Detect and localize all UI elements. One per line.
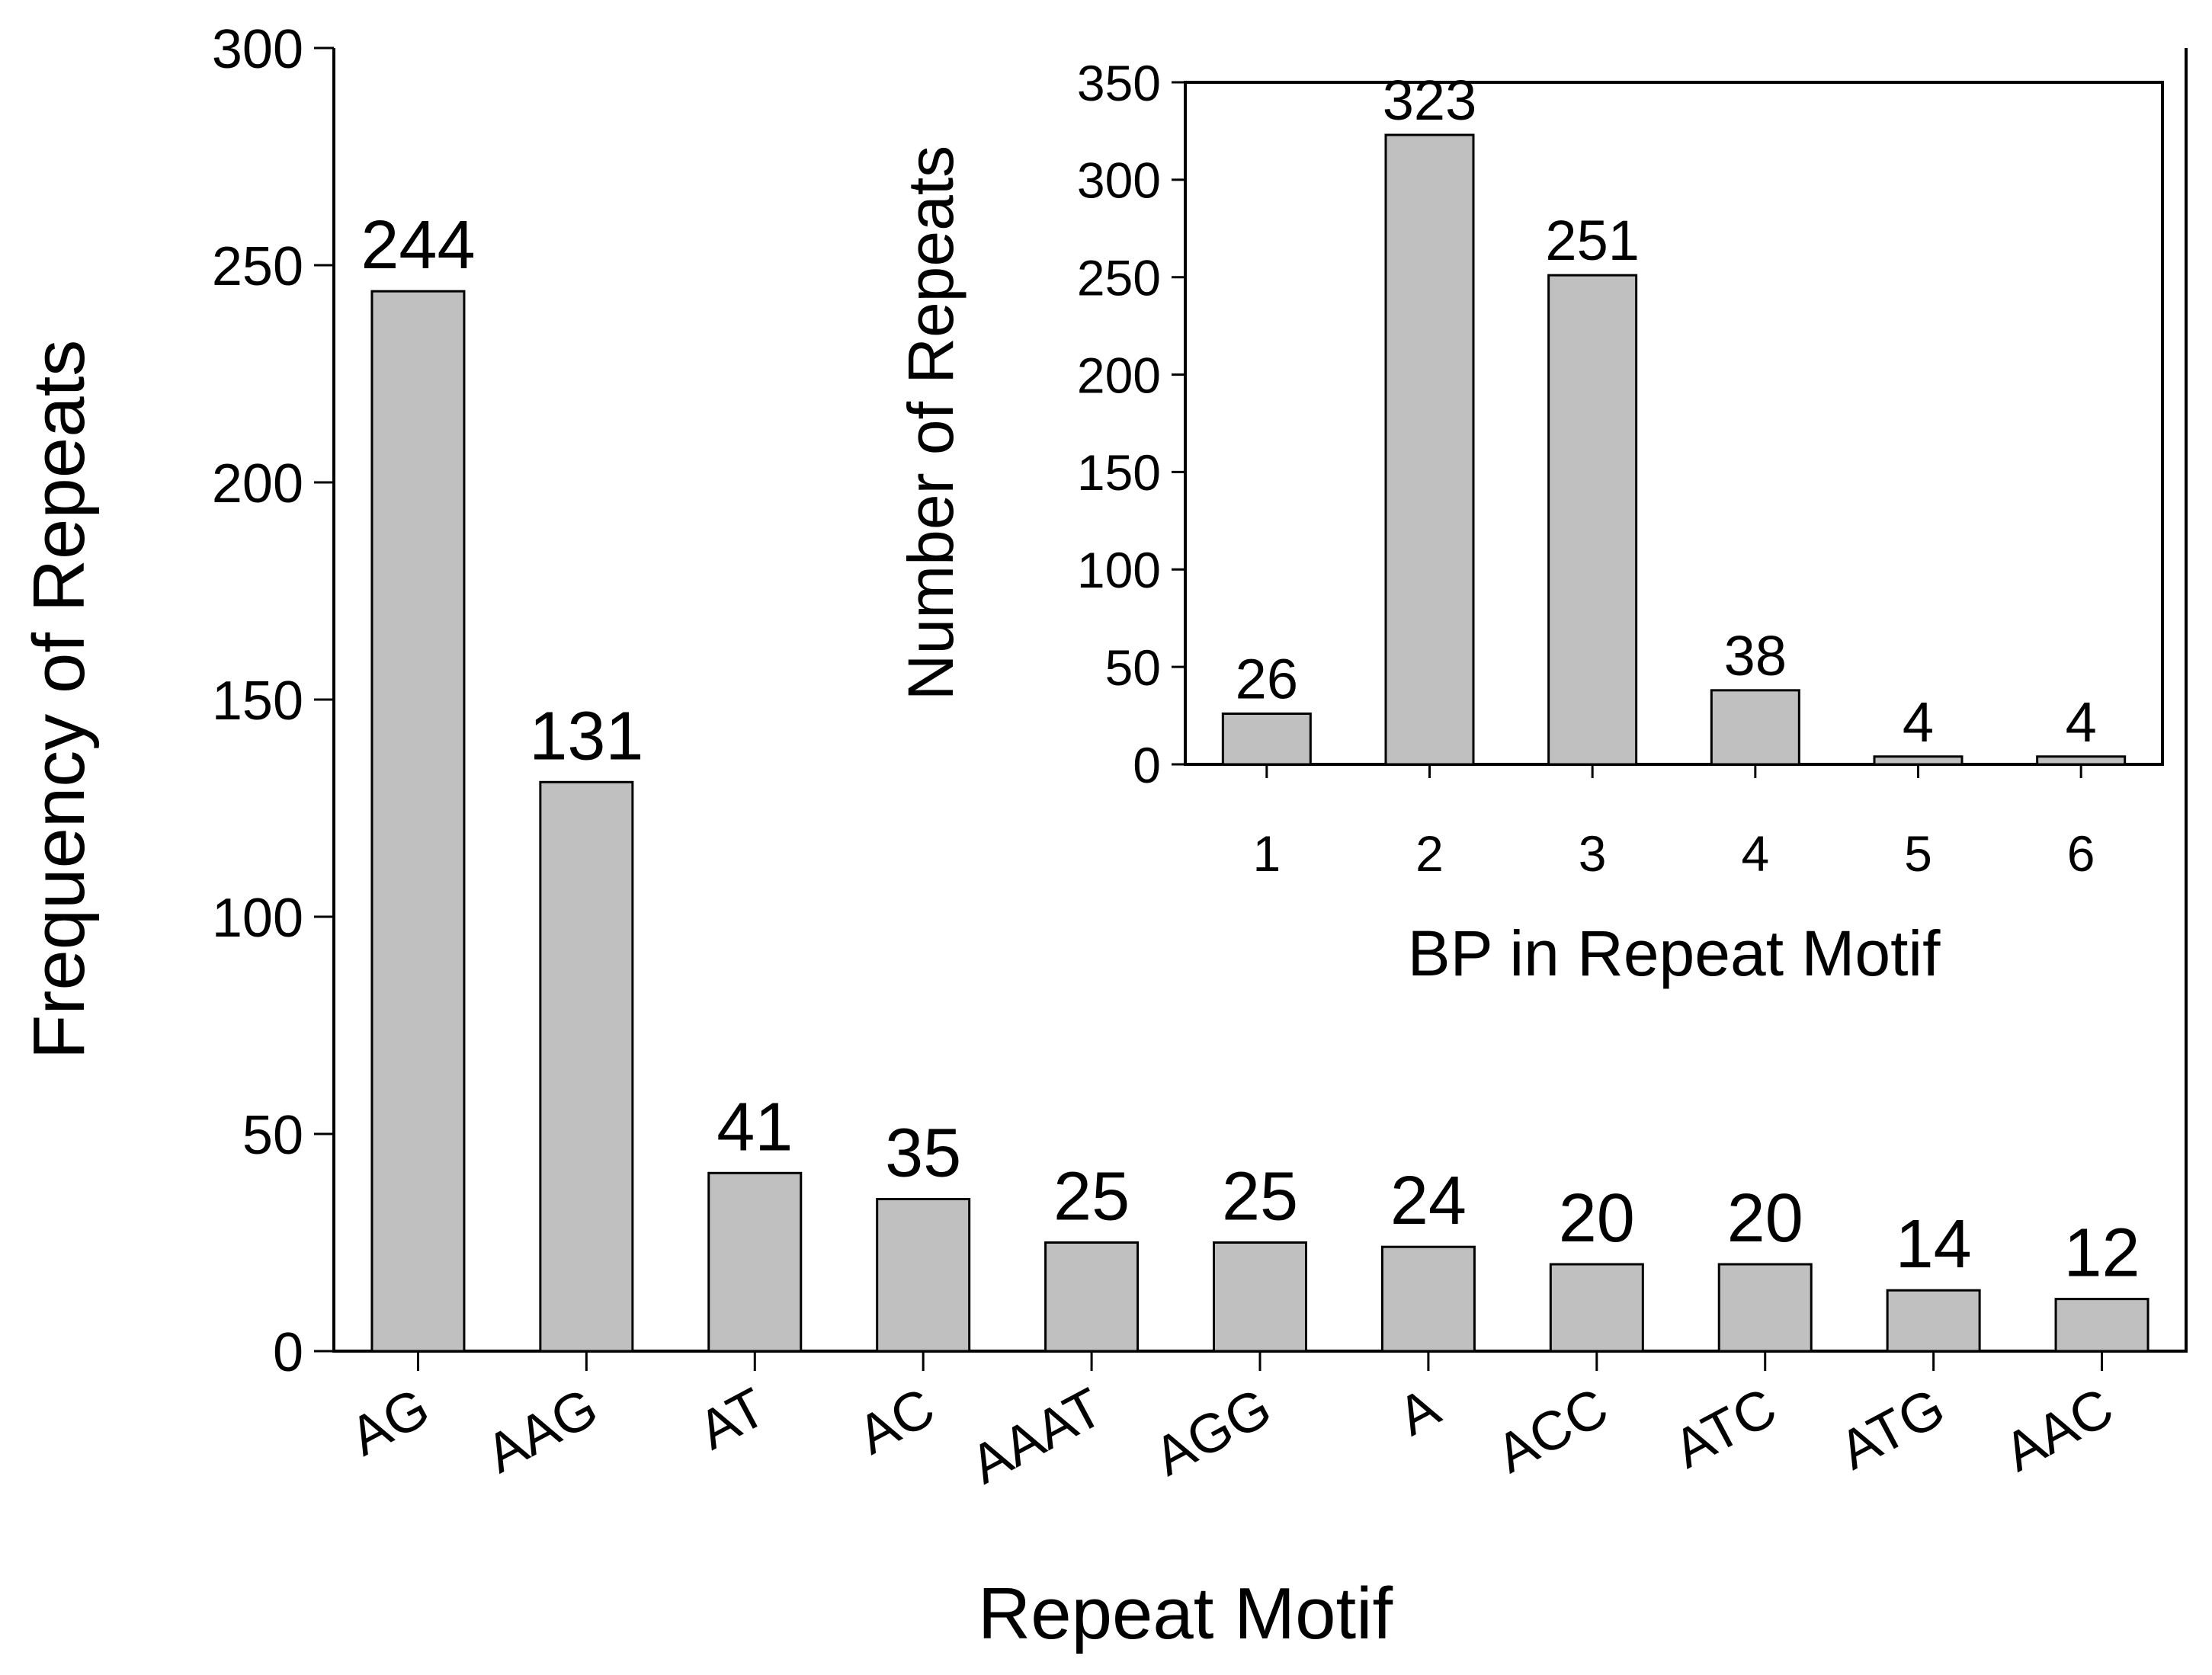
x-tick-label: ACC <box>1487 1376 1618 1484</box>
bar <box>1549 1263 1644 1353</box>
bar <box>1221 713 1312 766</box>
y-tick-label: 250 <box>212 236 303 297</box>
bar-value-label: 12 <box>2063 1215 2140 1292</box>
bar <box>1717 1263 1813 1353</box>
x-tick-label: A <box>1388 1376 1449 1447</box>
bar <box>1873 755 1964 766</box>
x-tick-label: 2 <box>1415 825 1444 882</box>
x-tick-label: 5 <box>1904 825 1932 882</box>
y-tick-label: 250 <box>1077 249 1161 306</box>
y-tick-label: 100 <box>212 888 303 949</box>
bar-value-label: 38 <box>1724 624 1787 687</box>
bar <box>707 1171 803 1353</box>
bar <box>1044 1241 1140 1353</box>
y-tick-label: 300 <box>1077 152 1161 209</box>
x-tick-label: AC <box>848 1376 944 1466</box>
bar-value-label: 25 <box>1222 1159 1298 1235</box>
x-tick-label: 4 <box>1741 825 1769 882</box>
x-tick-label: AGG <box>1145 1376 1281 1488</box>
x-tick-label: AAG <box>476 1376 607 1484</box>
y-tick-label: 200 <box>212 453 303 514</box>
y-tick-label: 350 <box>1077 55 1161 111</box>
bar-value-label: 4 <box>2066 690 2097 754</box>
inset-chart: 0 50 100 150 200 250 300 350 26 1 323 2 251 3 38 4 4 5 4 6 B… <box>895 55 2164 989</box>
x-tick-label: AT <box>689 1376 776 1461</box>
bar-value-label: 24 <box>1390 1163 1467 1239</box>
bar-value-label: 20 <box>1559 1180 1635 1257</box>
x-tick-label: 6 <box>2067 825 2095 882</box>
y-tick-label: 150 <box>1077 444 1161 501</box>
bar-value-label: 131 <box>529 698 643 774</box>
bar <box>1213 1241 1307 1353</box>
x-tick-label: ATG <box>1830 1376 1955 1481</box>
y-tick-label: 50 <box>242 1105 303 1166</box>
bar-value-label: 251 <box>1545 209 1639 272</box>
inset-plot-frame <box>1184 81 2164 766</box>
bar <box>1384 133 1475 766</box>
bar-value-label: 41 <box>716 1089 793 1165</box>
x-axis-title: Repeat Motif <box>978 1573 1393 1654</box>
x-tick-label: 1 <box>1252 825 1281 882</box>
y-axis-title: Frequency of Repeats <box>18 340 100 1060</box>
bar-value-label: 4 <box>1903 690 1934 754</box>
x-tick-label: ATC <box>1664 1376 1786 1480</box>
bar-value-label: 244 <box>361 207 475 283</box>
bar <box>876 1198 971 1353</box>
bar <box>370 290 466 1353</box>
y-tick-label: 150 <box>212 671 303 732</box>
y-tick-label: 300 <box>212 19 303 80</box>
bar <box>2054 1298 2149 1353</box>
bar <box>1710 689 1800 766</box>
bar-value-label: 25 <box>1053 1159 1130 1235</box>
bar-value-label: 20 <box>1727 1180 1803 1257</box>
bar <box>1886 1289 1981 1353</box>
bar <box>539 780 634 1353</box>
bar-value-label: 35 <box>885 1116 961 1192</box>
x-tick-label: 3 <box>1579 825 1607 882</box>
y-tick-label: 0 <box>1133 737 1161 793</box>
x-axis-title: BP in Repeat Motif <box>1408 918 1941 989</box>
y-tick-label: 200 <box>1077 347 1161 403</box>
y-tick-label: 100 <box>1077 542 1161 598</box>
bar-value-label: 26 <box>1236 648 1298 711</box>
y-axis-title: Number of Repeats <box>895 146 967 700</box>
x-tick-label: AAAT <box>961 1376 1113 1495</box>
bar <box>1380 1245 1476 1353</box>
x-tick-label: AAC <box>1995 1376 2123 1483</box>
x-tick-label: AG <box>341 1376 439 1467</box>
y-tick-label: 0 <box>273 1322 303 1383</box>
bar <box>1547 274 1638 766</box>
bar-value-label: 323 <box>1383 69 1476 132</box>
y-tick-label: 50 <box>1105 639 1161 696</box>
bar-value-label: 14 <box>1896 1206 1972 1283</box>
bar <box>2036 755 2127 766</box>
